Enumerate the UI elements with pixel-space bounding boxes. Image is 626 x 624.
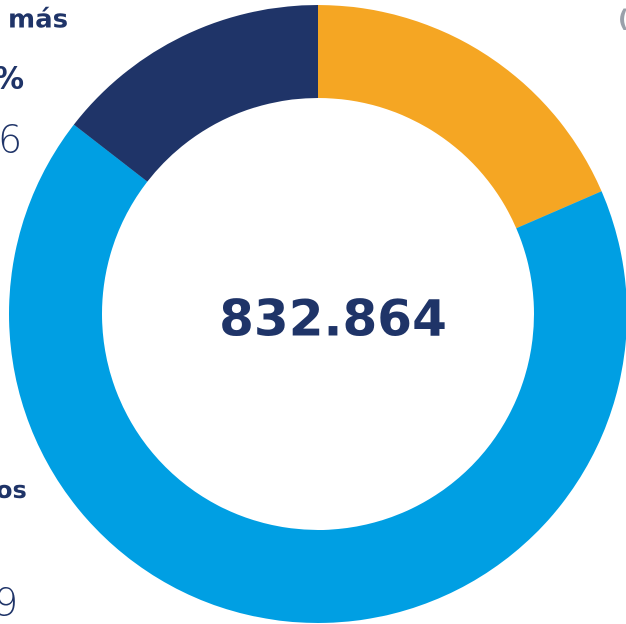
slice: [318, 5, 602, 229]
slice: [9, 124, 626, 623]
side-label: más: [8, 5, 68, 35]
slice: [73, 5, 318, 182]
center-label: 832.864: [219, 290, 447, 348]
side-label: (: [618, 5, 626, 33]
side-label: %: [0, 62, 24, 97]
donut: [9, 5, 626, 623]
side-label: 9: [0, 581, 18, 624]
side-label: os: [0, 476, 27, 504]
side-label: 6: [0, 118, 22, 162]
